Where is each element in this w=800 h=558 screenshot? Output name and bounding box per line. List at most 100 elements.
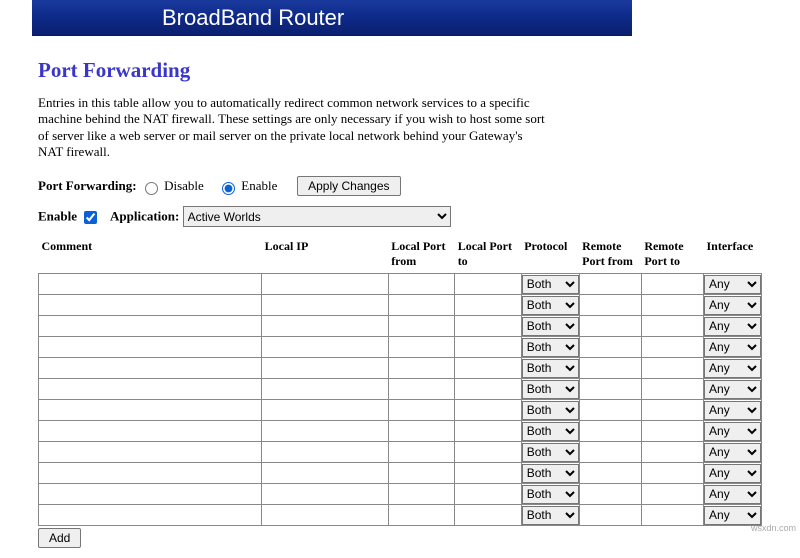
- local-port-from-input[interactable]: [389, 485, 455, 504]
- interface-select[interactable]: Any: [704, 422, 761, 441]
- apply-changes-button[interactable]: Apply Changes: [297, 176, 400, 196]
- protocol-select[interactable]: Both: [522, 506, 579, 525]
- local-port-to-input[interactable]: [455, 401, 521, 420]
- interface-select[interactable]: Any: [704, 443, 761, 462]
- local-ip-input[interactable]: [262, 317, 388, 336]
- interface-select[interactable]: Any: [704, 338, 761, 357]
- interface-select[interactable]: Any: [704, 464, 761, 483]
- remote-port-from-input[interactable]: [580, 317, 641, 336]
- remote-port-to-input[interactable]: [642, 317, 703, 336]
- remote-port-from-input[interactable]: [580, 485, 641, 504]
- local-ip-input[interactable]: [262, 296, 388, 315]
- local-ip-input[interactable]: [262, 506, 388, 525]
- interface-select[interactable]: Any: [704, 485, 761, 504]
- local-ip-input[interactable]: [262, 359, 388, 378]
- local-port-to-input[interactable]: [455, 275, 521, 294]
- interface-select[interactable]: Any: [704, 401, 761, 420]
- local-port-to-input[interactable]: [455, 380, 521, 399]
- local-ip-input[interactable]: [262, 275, 388, 294]
- remote-port-to-input[interactable]: [642, 443, 703, 462]
- remote-port-from-input[interactable]: [580, 401, 641, 420]
- local-ip-input[interactable]: [262, 422, 388, 441]
- comment-input[interactable]: [39, 443, 261, 462]
- add-button[interactable]: Add: [38, 528, 81, 548]
- remote-port-to-input[interactable]: [642, 506, 703, 525]
- comment-input[interactable]: [39, 359, 261, 378]
- remote-port-to-input[interactable]: [642, 359, 703, 378]
- local-port-from-input[interactable]: [389, 464, 455, 483]
- interface-select[interactable]: Any: [704, 275, 761, 294]
- local-port-from-input[interactable]: [389, 338, 455, 357]
- local-port-to-input[interactable]: [455, 296, 521, 315]
- remote-port-to-input[interactable]: [642, 422, 703, 441]
- remote-port-from-input[interactable]: [580, 359, 641, 378]
- local-port-to-input[interactable]: [455, 443, 521, 462]
- interface-select[interactable]: Any: [704, 506, 761, 525]
- local-port-to-input[interactable]: [455, 485, 521, 504]
- protocol-select[interactable]: Both: [522, 422, 579, 441]
- enable-radio[interactable]: [222, 182, 235, 195]
- local-port-to-input[interactable]: [455, 506, 521, 525]
- protocol-select[interactable]: Both: [522, 275, 579, 294]
- local-ip-input[interactable]: [262, 380, 388, 399]
- interface-select[interactable]: Any: [704, 359, 761, 378]
- remote-port-to-input[interactable]: [642, 338, 703, 357]
- comment-input[interactable]: [39, 485, 261, 504]
- remote-port-from-input[interactable]: [580, 380, 641, 399]
- local-ip-input[interactable]: [262, 443, 388, 462]
- local-port-from-input[interactable]: [389, 380, 455, 399]
- local-port-to-input[interactable]: [455, 464, 521, 483]
- comment-input[interactable]: [39, 422, 261, 441]
- local-ip-input[interactable]: [262, 338, 388, 357]
- remote-port-to-input[interactable]: [642, 464, 703, 483]
- remote-port-from-input[interactable]: [580, 275, 641, 294]
- comment-input[interactable]: [39, 338, 261, 357]
- comment-input[interactable]: [39, 506, 261, 525]
- local-port-from-input[interactable]: [389, 359, 455, 378]
- comment-input[interactable]: [39, 317, 261, 336]
- protocol-select[interactable]: Both: [522, 317, 579, 336]
- remote-port-to-input[interactable]: [642, 380, 703, 399]
- interface-select[interactable]: Any: [704, 380, 761, 399]
- protocol-select[interactable]: Both: [522, 338, 579, 357]
- local-ip-input[interactable]: [262, 401, 388, 420]
- local-port-to-input[interactable]: [455, 422, 521, 441]
- local-port-from-input[interactable]: [389, 275, 455, 294]
- local-port-to-input[interactable]: [455, 338, 521, 357]
- comment-input[interactable]: [39, 401, 261, 420]
- local-port-from-input[interactable]: [389, 296, 455, 315]
- enable-checkbox[interactable]: [84, 211, 97, 224]
- protocol-select[interactable]: Both: [522, 485, 579, 504]
- interface-select[interactable]: Any: [704, 296, 761, 315]
- local-ip-input[interactable]: [262, 485, 388, 504]
- protocol-select[interactable]: Both: [522, 443, 579, 462]
- protocol-select[interactable]: Both: [522, 296, 579, 315]
- remote-port-to-input[interactable]: [642, 401, 703, 420]
- remote-port-from-input[interactable]: [580, 422, 641, 441]
- remote-port-to-input[interactable]: [642, 296, 703, 315]
- remote-port-from-input[interactable]: [580, 296, 641, 315]
- local-ip-input[interactable]: [262, 464, 388, 483]
- remote-port-to-input[interactable]: [642, 275, 703, 294]
- comment-input[interactable]: [39, 380, 261, 399]
- local-port-from-input[interactable]: [389, 401, 455, 420]
- protocol-select[interactable]: Both: [522, 401, 579, 420]
- local-port-to-input[interactable]: [455, 317, 521, 336]
- protocol-select[interactable]: Both: [522, 359, 579, 378]
- interface-select[interactable]: Any: [704, 317, 761, 336]
- comment-input[interactable]: [39, 296, 261, 315]
- local-port-from-input[interactable]: [389, 422, 455, 441]
- local-port-from-input[interactable]: [389, 443, 455, 462]
- local-port-from-input[interactable]: [389, 506, 455, 525]
- comment-input[interactable]: [39, 275, 261, 294]
- local-port-from-input[interactable]: [389, 317, 455, 336]
- local-port-to-input[interactable]: [455, 359, 521, 378]
- protocol-select[interactable]: Both: [522, 380, 579, 399]
- remote-port-to-input[interactable]: [642, 485, 703, 504]
- disable-radio[interactable]: [145, 182, 158, 195]
- application-select[interactable]: Active Worlds: [183, 206, 451, 227]
- remote-port-from-input[interactable]: [580, 464, 641, 483]
- remote-port-from-input[interactable]: [580, 443, 641, 462]
- comment-input[interactable]: [39, 464, 261, 483]
- remote-port-from-input[interactable]: [580, 506, 641, 525]
